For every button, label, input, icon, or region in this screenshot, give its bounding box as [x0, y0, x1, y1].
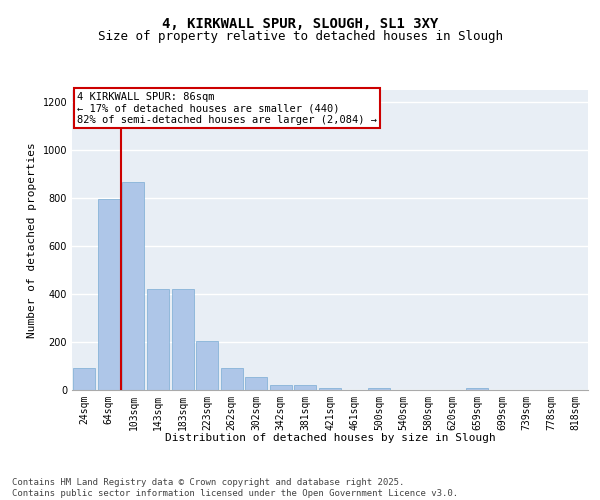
- Text: Size of property relative to detached houses in Slough: Size of property relative to detached ho…: [97, 30, 503, 43]
- Bar: [270, 385, 292, 390]
- Bar: [221, 368, 243, 390]
- Bar: [295, 385, 316, 390]
- Text: 4 KIRKWALL SPUR: 86sqm
← 17% of detached houses are smaller (440)
82% of semi-de: 4 KIRKWALL SPUR: 86sqm ← 17% of detached…: [77, 92, 377, 124]
- Bar: [245, 377, 268, 390]
- Text: 4, KIRKWALL SPUR, SLOUGH, SL1 3XY: 4, KIRKWALL SPUR, SLOUGH, SL1 3XY: [162, 18, 438, 32]
- X-axis label: Distribution of detached houses by size in Slough: Distribution of detached houses by size …: [164, 433, 496, 443]
- Bar: [122, 182, 145, 390]
- Y-axis label: Number of detached properties: Number of detached properties: [27, 142, 37, 338]
- Bar: [98, 199, 120, 390]
- Bar: [172, 289, 194, 390]
- Bar: [368, 388, 390, 390]
- Text: Contains HM Land Registry data © Crown copyright and database right 2025.
Contai: Contains HM Land Registry data © Crown c…: [12, 478, 458, 498]
- Bar: [466, 388, 488, 390]
- Bar: [73, 368, 95, 390]
- Bar: [319, 388, 341, 390]
- Bar: [147, 289, 169, 390]
- Bar: [196, 341, 218, 390]
